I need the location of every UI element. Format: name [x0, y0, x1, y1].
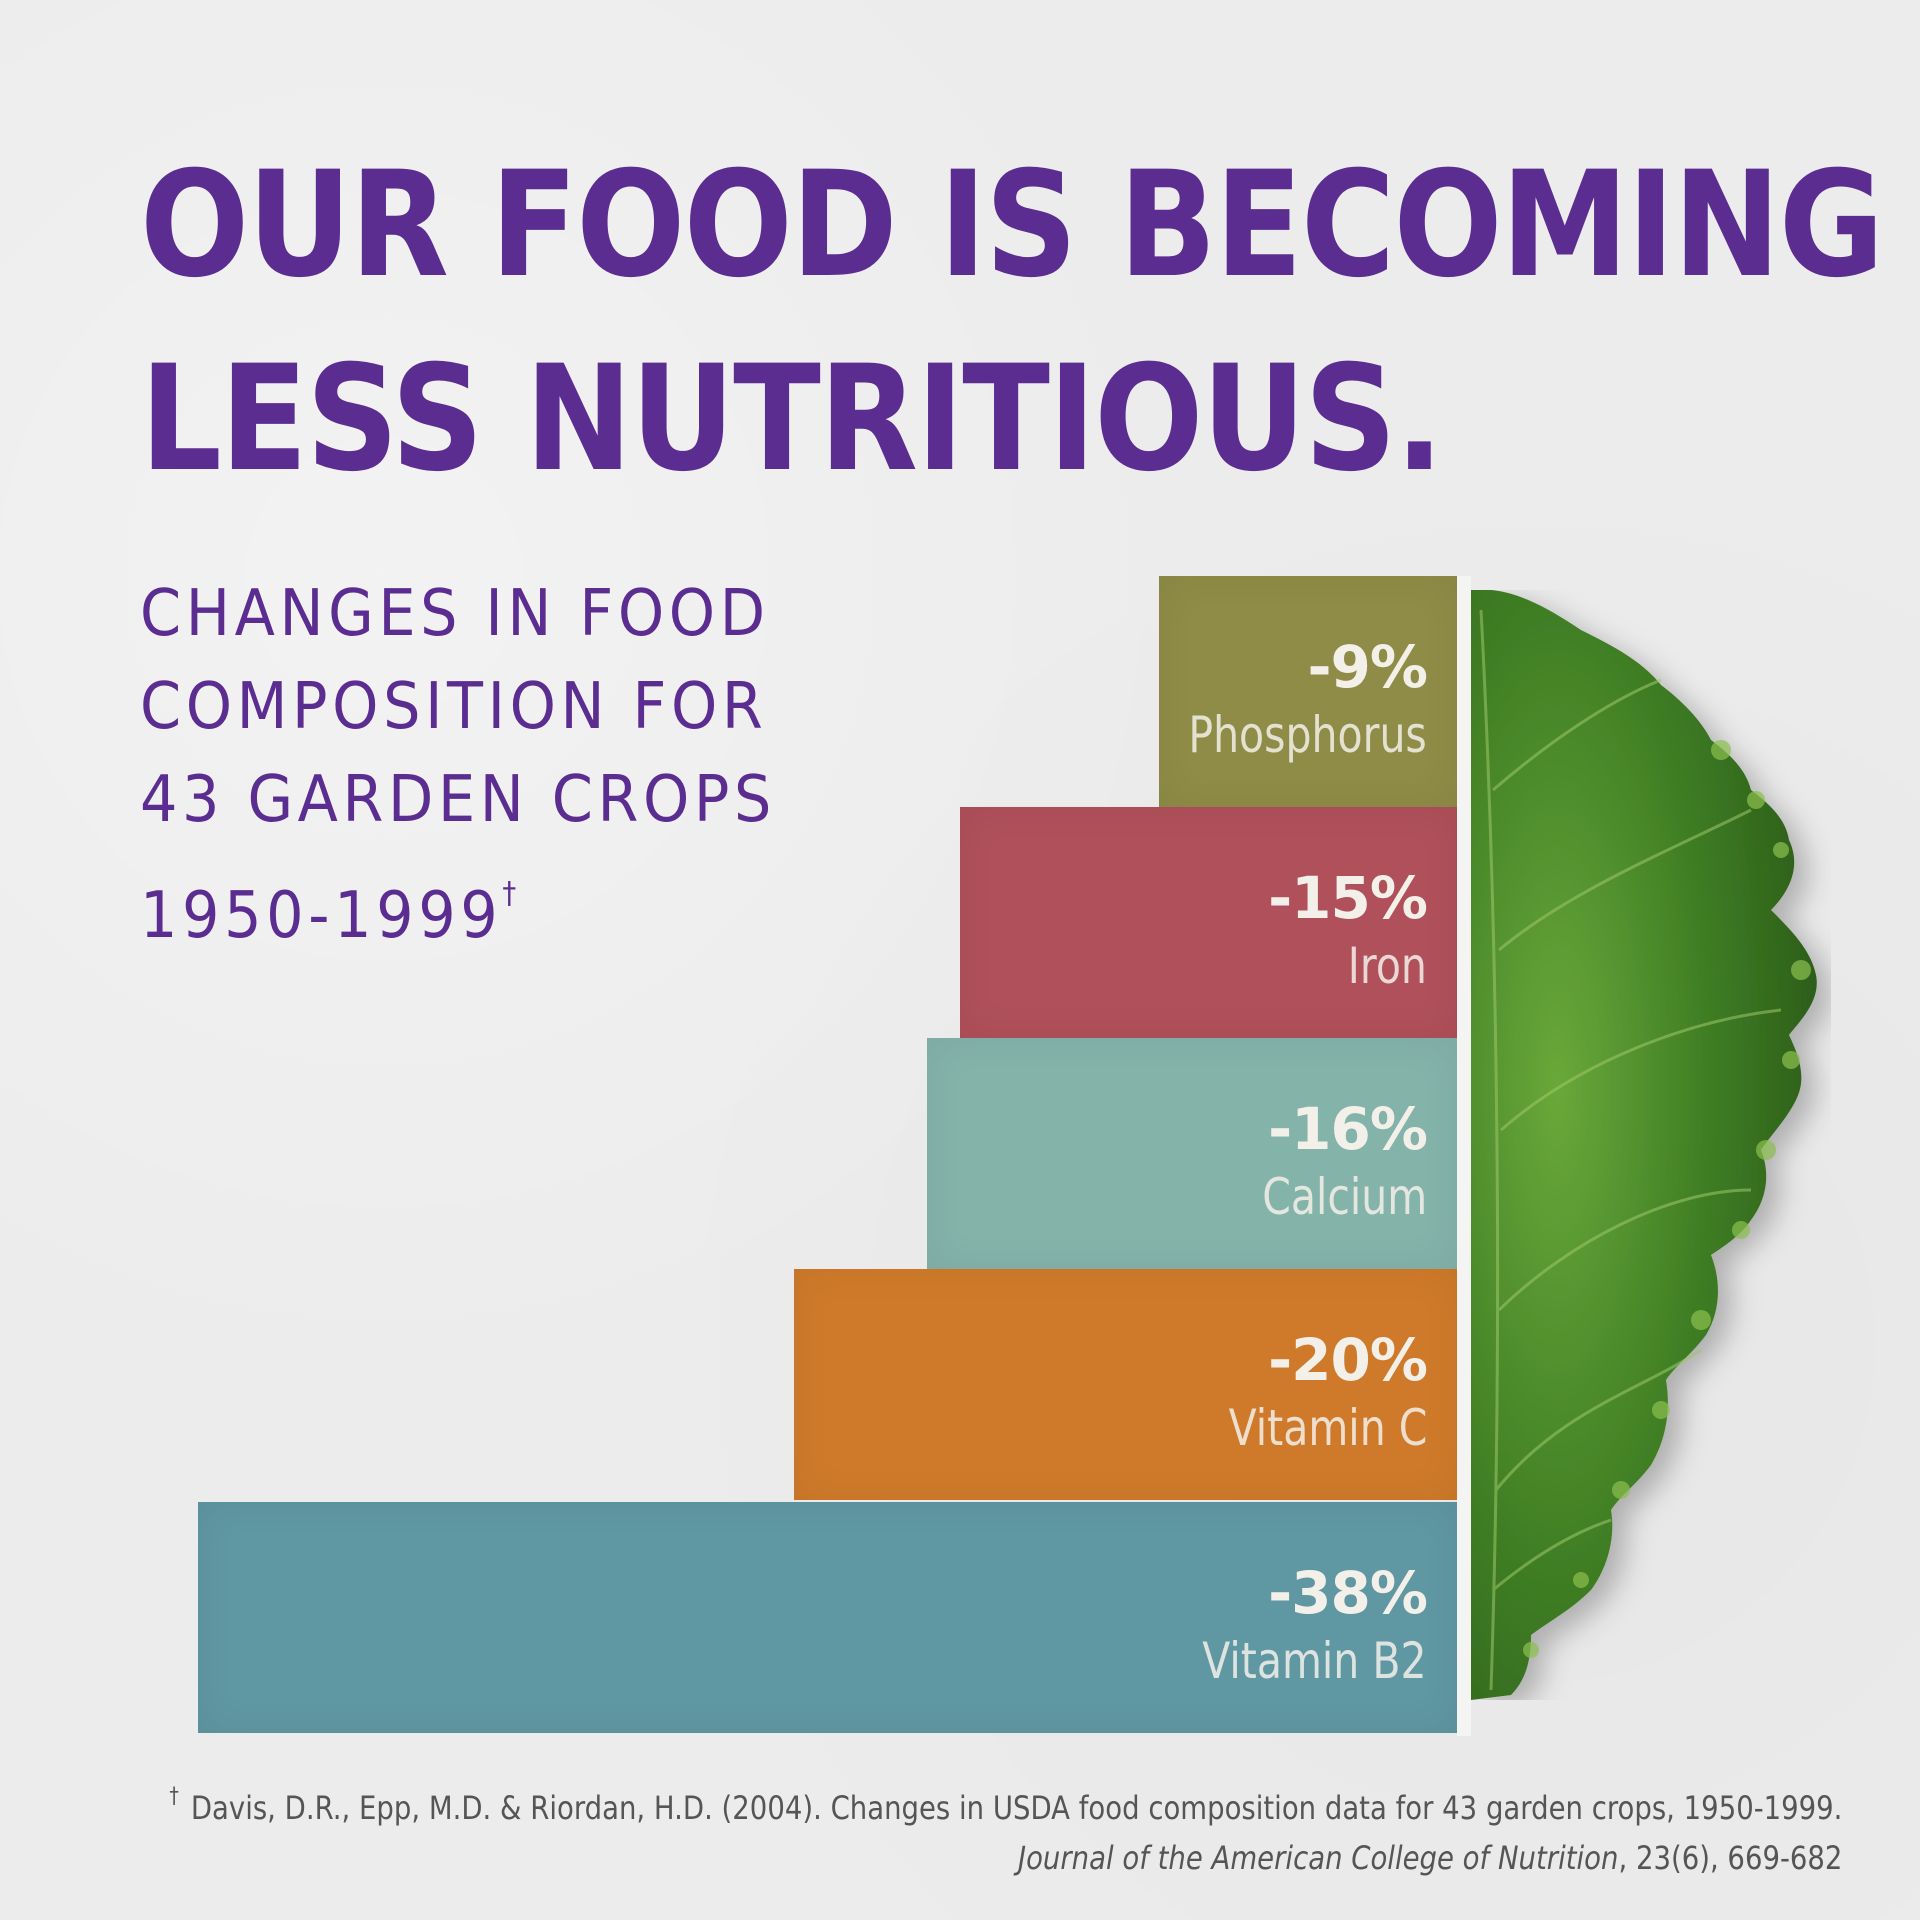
bar-calcium: -16% Calcium	[926, 1038, 1457, 1269]
bar-value-label: -16%	[1268, 1095, 1428, 1163]
bar-category-label: Vitamin C	[1228, 1399, 1427, 1457]
footnote-journal-line: Journal of the American College of Nutri…	[169, 1833, 1842, 1883]
bar-category-label: Iron	[1347, 937, 1427, 995]
kale-leaf-icon	[1471, 590, 1817, 1700]
subtitle-line-1: CHANGES IN FOOD	[140, 577, 770, 651]
bar-text-group: -38% Vitamin B2	[1153, 1559, 1428, 1696]
subtitle-line-2: COMPOSITION FOR	[140, 670, 768, 744]
chart-baseline-divider	[1457, 576, 1471, 1736]
bar-category-label: Calcium	[1261, 1168, 1427, 1226]
footnote-citation: Davis, D.R., Epp, M.D. & Riordan, H.D. (…	[190, 1789, 1842, 1827]
bar-iron: -15% Iron	[960, 807, 1457, 1038]
subtitle-years: 1950-1999	[140, 879, 503, 953]
bar-value-label: -15%	[1268, 864, 1428, 932]
bar-category-label: Vitamin B2	[1202, 1632, 1427, 1690]
subtitle-line-4: 1950-1999†	[140, 847, 776, 963]
footnote-citation-line: † Davis, D.R., Epp, M.D. & Riordan, H.D. …	[169, 1772, 1842, 1833]
bar-value-label: -38%	[1268, 1559, 1428, 1627]
bar-category-label: Phosphorus	[1188, 706, 1427, 764]
bar-text-group: -9% Phosphorus	[1136, 633, 1428, 770]
headline-line-1: OUR FOOD IS BECOMING	[140, 140, 1884, 310]
footnote-journal: Journal of the American College of Nutri…	[1017, 1839, 1619, 1877]
bar-value-label: -9%	[1307, 633, 1428, 701]
source-footnote: † Davis, D.R., Epp, M.D. & Riordan, H.D. …	[169, 1772, 1842, 1883]
bar-text-group: -15% Iron	[1268, 864, 1428, 1001]
chart-subtitle: CHANGES IN FOOD COMPOSITION FOR 43 GARDE…	[140, 568, 776, 963]
bar-value-label: -20%	[1268, 1326, 1428, 1394]
bar-text-group: -16% Calcium	[1226, 1095, 1428, 1232]
bar-phosphorus: -9% Phosphorus	[1158, 576, 1457, 807]
footnote-volume: , 23(6), 669-682	[1618, 1839, 1842, 1877]
bar-text-group: -20% Vitamin C	[1185, 1326, 1428, 1463]
bar-vitamin-b2: -38% Vitamin B2	[198, 1502, 1457, 1733]
headline: OUR FOOD IS BECOMING LESS NUTRITIOUS.	[140, 128, 1884, 516]
dagger-marker: †	[502, 876, 517, 911]
footnote-dagger: †	[168, 1784, 179, 1809]
subtitle-line-3: 43 GARDEN CROPS	[140, 763, 777, 837]
bar-vitamin-c: -20% Vitamin C	[794, 1269, 1457, 1500]
headline-line-2: LESS NUTRITIOUS.	[140, 334, 1444, 504]
